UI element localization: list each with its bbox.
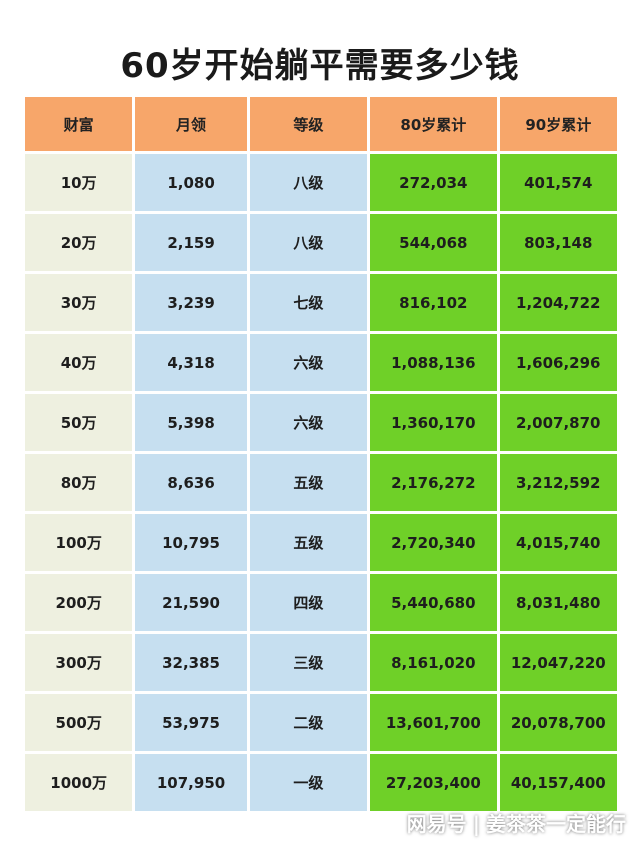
level-cell: 四级 bbox=[249, 574, 368, 631]
level-cell: 五级 bbox=[249, 514, 368, 571]
wealth-cell: 40万 bbox=[25, 334, 133, 391]
wealth-cell: 300万 bbox=[25, 634, 133, 691]
table-row: 500万 53,975 二级 13,601,700 20,078,700 bbox=[25, 694, 617, 751]
wealth-cell: 30万 bbox=[25, 274, 133, 331]
sum90-cell: 4,015,740 bbox=[499, 514, 617, 571]
sum80-cell: 27,203,400 bbox=[370, 754, 497, 811]
monthly-cell: 3,239 bbox=[135, 274, 247, 331]
sum80-cell: 8,161,020 bbox=[370, 634, 497, 691]
header-level: 等级 bbox=[249, 97, 368, 151]
wealth-cell: 20万 bbox=[25, 214, 133, 271]
wealth-cell: 10万 bbox=[25, 154, 133, 211]
sum90-cell: 20,078,700 bbox=[499, 694, 617, 751]
wealth-cell: 500万 bbox=[25, 694, 133, 751]
level-cell: 一级 bbox=[249, 754, 368, 811]
table-row: 300万 32,385 三级 8,161,020 12,047,220 bbox=[25, 634, 617, 691]
monthly-cell: 107,950 bbox=[135, 754, 247, 811]
wealth-cell: 50万 bbox=[25, 394, 133, 451]
level-cell: 六级 bbox=[249, 394, 368, 451]
monthly-cell: 1,080 bbox=[135, 154, 247, 211]
table-row: 100万 10,795 五级 2,720,340 4,015,740 bbox=[25, 514, 617, 571]
header-monthly: 月领 bbox=[135, 97, 247, 151]
monthly-cell: 21,590 bbox=[135, 574, 247, 631]
table-row: 30万 3,239 七级 816,102 1,204,722 bbox=[25, 274, 617, 331]
header-wealth: 财富 bbox=[25, 97, 133, 151]
level-cell: 八级 bbox=[249, 214, 368, 271]
sum90-cell: 40,157,400 bbox=[499, 754, 617, 811]
sum80-cell: 1,360,170 bbox=[370, 394, 497, 451]
watermark-separator: | bbox=[472, 812, 480, 836]
level-cell: 六级 bbox=[249, 334, 368, 391]
sum80-cell: 13,601,700 bbox=[370, 694, 497, 751]
monthly-cell: 4,318 bbox=[135, 334, 247, 391]
table-row: 50万 5,398 六级 1,360,170 2,007,870 bbox=[25, 394, 617, 451]
wealth-cell: 100万 bbox=[25, 514, 133, 571]
sum80-cell: 5,440,680 bbox=[370, 574, 497, 631]
sum90-cell: 2,007,870 bbox=[499, 394, 617, 451]
wealth-table: 财富 月领 等级 80岁累计 90岁累计 10万 1,080 八级 272,034 40… bbox=[22, 94, 620, 814]
sum80-cell: 1,088,136 bbox=[370, 334, 497, 391]
sum90-cell: 803,148 bbox=[499, 214, 617, 271]
wealth-cell: 1000万 bbox=[25, 754, 133, 811]
monthly-cell: 32,385 bbox=[135, 634, 247, 691]
table-row: 20万 2,159 八级 544,068 803,148 bbox=[25, 214, 617, 271]
sum80-cell: 544,068 bbox=[370, 214, 497, 271]
table-body: 10万 1,080 八级 272,034 401,574 20万 2,159 八级 544,06… bbox=[25, 154, 617, 811]
table-row: 10万 1,080 八级 272,034 401,574 bbox=[25, 154, 617, 211]
level-cell: 八级 bbox=[249, 154, 368, 211]
sum90-cell: 8,031,480 bbox=[499, 574, 617, 631]
sum80-cell: 2,176,272 bbox=[370, 454, 497, 511]
table-row: 40万 4,318 六级 1,088,136 1,606,296 bbox=[25, 334, 617, 391]
sum80-cell: 272,034 bbox=[370, 154, 497, 211]
level-cell: 五级 bbox=[249, 454, 368, 511]
sum90-cell: 1,606,296 bbox=[499, 334, 617, 391]
header-sum90: 90岁累计 bbox=[499, 97, 617, 151]
watermark: 网易号 | 姜茶茶一定能行 bbox=[407, 808, 626, 837]
watermark-author: 姜茶茶一定能行 bbox=[486, 812, 626, 836]
table-header-row: 财富 月领 等级 80岁累计 90岁累计 bbox=[25, 97, 617, 151]
monthly-cell: 10,795 bbox=[135, 514, 247, 571]
sum90-cell: 1,204,722 bbox=[499, 274, 617, 331]
sum80-cell: 2,720,340 bbox=[370, 514, 497, 571]
wealth-cell: 80万 bbox=[25, 454, 133, 511]
sum90-cell: 401,574 bbox=[499, 154, 617, 211]
level-cell: 二级 bbox=[249, 694, 368, 751]
header-sum80: 80岁累计 bbox=[370, 97, 497, 151]
monthly-cell: 8,636 bbox=[135, 454, 247, 511]
monthly-cell: 53,975 bbox=[135, 694, 247, 751]
level-cell: 七级 bbox=[249, 274, 368, 331]
table-row: 200万 21,590 四级 5,440,680 8,031,480 bbox=[25, 574, 617, 631]
wealth-cell: 200万 bbox=[25, 574, 133, 631]
monthly-cell: 2,159 bbox=[135, 214, 247, 271]
sum90-cell: 12,047,220 bbox=[499, 634, 617, 691]
sum90-cell: 3,212,592 bbox=[499, 454, 617, 511]
level-cell: 三级 bbox=[249, 634, 368, 691]
watermark-brand: 网易号 bbox=[406, 812, 467, 836]
table-row: 1000万 107,950 一级 27,203,400 40,157,400 bbox=[25, 754, 617, 811]
sum80-cell: 816,102 bbox=[370, 274, 497, 331]
monthly-cell: 5,398 bbox=[135, 394, 247, 451]
page-title: 60岁开始躺平需要多少钱 bbox=[120, 46, 520, 86]
table-row: 80万 8,636 五级 2,176,272 3,212,592 bbox=[25, 454, 617, 511]
